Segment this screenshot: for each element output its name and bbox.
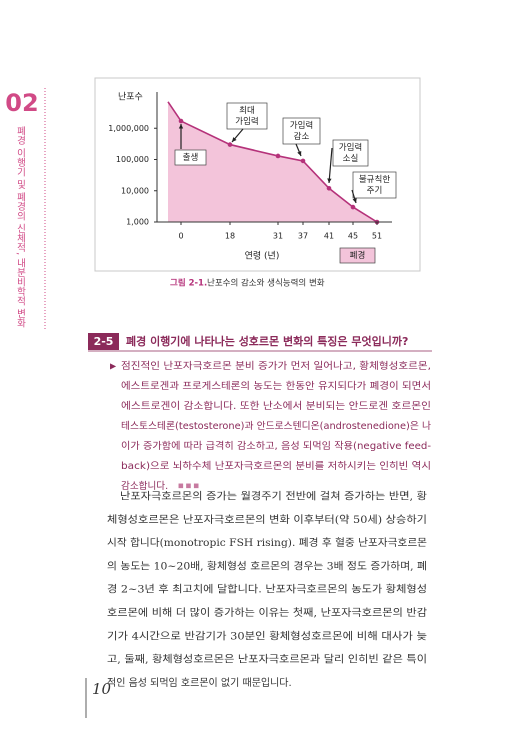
- body-line: 고, 둘째, 황체형성호르몬은 난포자극호르몬과 달리 인히빈 같은 특이: [107, 654, 427, 666]
- section-number: 2-5: [94, 335, 114, 348]
- annotation-text: 소실: [343, 153, 359, 164]
- annotation-text: 감소: [294, 131, 310, 142]
- annotation-text: 최대: [239, 105, 255, 116]
- body-line: 의 농도는 10~20배, 황체형성 호르몬의 경우는 3배 정도 증가하며, …: [107, 559, 427, 572]
- annotation-arrow: [328, 147, 333, 184]
- chapter-title: 폐경 이행기 및 폐경의 신체적, 내분비학적 변화: [15, 125, 26, 328]
- point: [300, 158, 306, 164]
- arrow-head: [327, 178, 332, 183]
- point: [326, 185, 332, 191]
- section-number-box: [88, 333, 119, 350]
- body-line: 난포자극호르몬의 증가는 월경주기 전반에 걸쳐 증가하는 반면, 황: [120, 490, 427, 503]
- annotation-text: 주기: [367, 186, 383, 196]
- caption-label: 그림 2-1.: [170, 278, 207, 289]
- caption-text: 난포수의 감소와 생식능력의 변화: [207, 278, 325, 289]
- body-line: 체형성호르몬은 난포자극호르몬의 변화 이후부터(약 50세) 상승하기: [107, 513, 427, 526]
- annotation-box: [332, 139, 369, 167]
- body-text: 난포자극호르몬의 증가는 월경주기 전반에 걸쳐 증가하는 반면, 황체형성호르…: [107, 490, 427, 689]
- annotation-box: [226, 102, 268, 130]
- annotation-box: [352, 171, 397, 199]
- annotation-text: 가임력: [290, 120, 313, 131]
- y-tick-label: 100,000: [116, 155, 149, 164]
- answer: 점진적인 난포자극호르몬 분비 증가가 먼저 일어나고, 황체형성호르몬, 에스트…: [121, 360, 431, 492]
- answer-line: 에스트로겐이 감소합니다. 또한 난소에서 분비되는 안드로겐 호르몬인: [121, 400, 431, 412]
- x-tick-label: 51: [372, 232, 382, 241]
- annotation-text: 가임력: [235, 116, 258, 127]
- y-axis-label: 난포수: [118, 92, 143, 103]
- page-number: 10: [92, 680, 112, 698]
- arrow-head: [232, 137, 237, 142]
- y-tick-label: 10,000: [121, 186, 149, 195]
- line: [167, 101, 378, 223]
- end-mark: ■■■: [178, 483, 201, 490]
- answer-line: 이가 증가함에 따라 급격히 감소하고, 음성 되먹임 작용(negative …: [121, 440, 431, 452]
- x-tick-label: 0: [178, 232, 183, 241]
- x-tick-label: 45: [348, 232, 358, 241]
- y-tick-label: 1,000: [126, 218, 149, 227]
- point: [227, 142, 233, 147]
- arrow-head: [352, 198, 357, 203]
- body-line: 시작 합니다(monotropic FSH rising). 폐경 후 혈중 난…: [107, 536, 427, 549]
- figure-caption: 그림 2-1. 난포수의 감소와 생식능력의 변화: [170, 278, 325, 289]
- section-question: 폐경 이행기에 나타나는 성호르몬 변화의 특징은 무엇입니까?: [126, 334, 408, 348]
- x-tick-label: 18: [225, 232, 235, 241]
- answer-line: 에스트로겐과 프로게스테론의 농도는 한동안 유지되다가 폐경이 되면서: [121, 380, 431, 392]
- chapter-number: 02: [5, 89, 38, 117]
- answer-line: 점진적인 난포자극호르몬 분비 증가가 먼저 일어나고, 황체형성호르몬,: [121, 360, 431, 372]
- annotation-box: [174, 149, 207, 166]
- x-tick-label: 41: [324, 232, 334, 241]
- annotation-box: [282, 117, 321, 145]
- body-line: 기가 4시간으로 반감기가 30분인 황체형성호르몬에 비해 대사가 늦: [107, 629, 427, 642]
- figure-frame: [94, 77, 421, 272]
- point: [350, 204, 356, 210]
- annotation-text: 불규칙한: [359, 174, 390, 185]
- x-axis-label: 연령 (년): [245, 250, 280, 262]
- answer-marker: ▶: [110, 362, 117, 371]
- answer-line: back)으로 뇌하수체 난포자극호르몬의 분비를 저하시키는 인히빈 역시: [121, 460, 431, 472]
- annotation-text: 출생: [183, 152, 199, 163]
- x-tick-label: 37: [298, 232, 308, 241]
- point: [178, 118, 184, 124]
- annotation-text: 가임력: [339, 142, 362, 153]
- body-line: 호르몬에 비해 더 많이 증가하는 이유는 첫째, 난포자극호르몬의 반감: [107, 606, 427, 619]
- arrow-head: [178, 124, 184, 129]
- chart: 1,000 10,000 100,000 1,000,000 난포수 0 18 31 37 41 4…: [108, 92, 397, 264]
- arrow-head: [297, 151, 302, 156]
- x-tick-label: 31: [273, 232, 283, 241]
- point: [275, 153, 281, 159]
- area: [168, 101, 377, 222]
- answer-line: 테스토스테론(testosterone)과 안드로스텐디온(androstene…: [121, 421, 431, 432]
- annotation-text: 폐경: [350, 250, 366, 261]
- body-line: 경 2~3년 후 최고치에 달합니다. 난포자극호르몬의 농도가 황체형성: [107, 583, 427, 596]
- answer-line: 감소합니다.: [121, 480, 168, 492]
- y-tick-label: 1,000,000: [108, 124, 149, 133]
- body-line: 적인 음성 되먹임 호르몬이 없기 때문입니다.: [107, 676, 292, 689]
- annotation-box: [339, 247, 376, 264]
